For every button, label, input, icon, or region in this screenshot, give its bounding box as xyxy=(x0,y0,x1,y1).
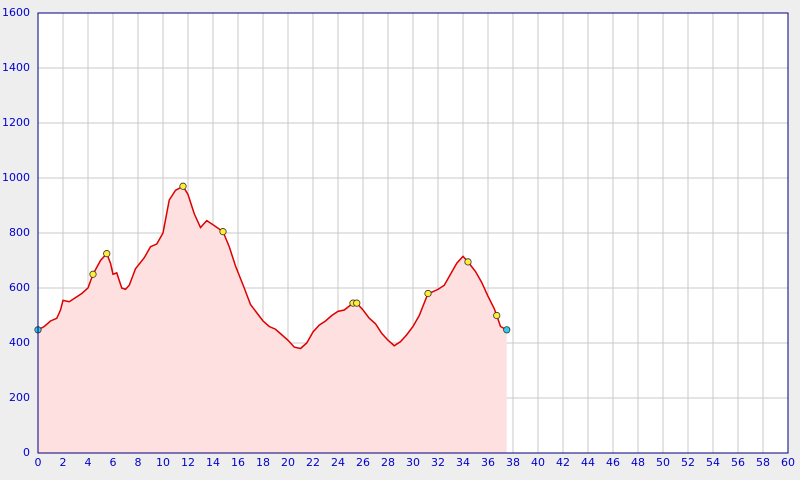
x-tick-label: 32 xyxy=(431,456,445,469)
x-tick-label: 36 xyxy=(481,456,495,469)
y-tick-label: 1000 xyxy=(2,171,30,184)
x-tick-label: 22 xyxy=(306,456,320,469)
x-tick-label: 30 xyxy=(406,456,420,469)
x-tick-label: 26 xyxy=(356,456,370,469)
y-tick-label: 1200 xyxy=(2,116,30,129)
x-tick-label: 46 xyxy=(606,456,620,469)
y-tick-label: 200 xyxy=(9,391,30,404)
x-tick-label: 14 xyxy=(206,456,220,469)
y-tick-label: 400 xyxy=(9,336,30,349)
marker xyxy=(353,299,361,307)
x-tick-label: 20 xyxy=(281,456,295,469)
marker xyxy=(503,326,511,334)
marker xyxy=(493,311,501,320)
y-tick-label: 1400 xyxy=(2,61,30,74)
area xyxy=(38,186,507,453)
x-tick-label: 34 xyxy=(456,456,470,469)
x-tick-label: 6 xyxy=(110,456,117,469)
marker xyxy=(219,228,227,236)
plot-border xyxy=(37,12,789,454)
x-tick-label: 40 xyxy=(531,456,545,469)
y-tick-label: 800 xyxy=(9,226,30,239)
x-tick-label: 18 xyxy=(256,456,270,469)
x-tick-label: 4 xyxy=(85,456,92,469)
x-tick-label: 54 xyxy=(706,456,720,469)
y-tick-label: 1600 xyxy=(2,6,30,19)
x-tick-label: 8 xyxy=(135,456,142,469)
x-tick-label: 24 xyxy=(331,456,345,469)
y-tick-label: 0 xyxy=(23,446,30,459)
y-tick-label: 600 xyxy=(9,281,30,294)
x-tick-label: 56 xyxy=(731,456,745,469)
x-tick-label: 50 xyxy=(656,456,670,469)
x-tick-label: 12 xyxy=(181,456,195,469)
x-tick-label: 28 xyxy=(381,456,395,469)
marker xyxy=(464,258,472,266)
x-tick-label: 2 xyxy=(60,456,67,469)
x-tick-label: 52 xyxy=(681,456,695,469)
x-tick-label: 0 xyxy=(35,456,42,469)
line xyxy=(37,185,508,350)
x-tick-label: 48 xyxy=(631,456,645,469)
x-tick-label: 10 xyxy=(156,456,170,469)
marker xyxy=(179,182,187,190)
x-tick-label: 44 xyxy=(581,456,595,469)
marker xyxy=(424,289,432,298)
x-tick-label: 16 xyxy=(231,456,245,469)
x-tick-label: 42 xyxy=(556,456,570,469)
marker xyxy=(89,270,97,278)
x-tick-label: 60 xyxy=(781,456,795,469)
marker xyxy=(103,250,111,258)
x-tick-label: 38 xyxy=(506,456,520,469)
x-tick-label: 58 xyxy=(756,456,770,469)
